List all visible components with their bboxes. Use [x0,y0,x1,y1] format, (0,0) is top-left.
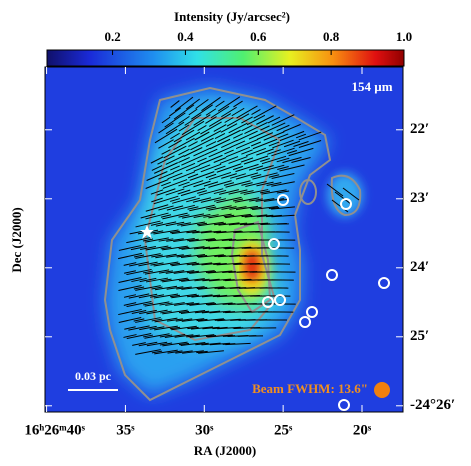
colorbar-tick-label: 0.6 [250,29,267,44]
x-tick-label: 16ʰ26ᵐ40ˢ [24,422,85,438]
scale-label: 0.03 pc [75,369,112,383]
y-tick-label: -24°26′ [410,397,455,413]
x-tick-label: 35ˢ [116,422,135,438]
x-axis-label: RA (J2000) [194,443,256,458]
beam-label: Beam FWHM: 13.6" [252,381,368,396]
cloud-peak [244,250,260,282]
colorbar-tick-label: 0.4 [177,29,194,44]
image [45,67,403,412]
colorbar-tick-label: 0.2 [104,29,120,44]
colorbar-title: Intensity (Jy/arcsec²) [174,9,290,24]
x-tick-label: 30ˢ [195,422,214,438]
y-tick-label: 22′ [410,121,429,137]
colorbar-tick-label: 0.8 [323,29,340,44]
colorbar [47,50,404,66]
colorbar-tick-label: 1.0 [396,29,412,44]
x-tick-label: 20ˢ [353,422,372,438]
y-axis-label: Dec (J2000) [9,207,24,272]
band-label: 154 µm [351,79,392,94]
y-tick-label: 23′ [410,190,429,206]
y-tick-label: 25′ [410,328,429,344]
x-tick-label: 25ˢ [274,422,293,438]
y-tick-label: 24′ [410,259,429,275]
beam-marker [374,382,390,398]
